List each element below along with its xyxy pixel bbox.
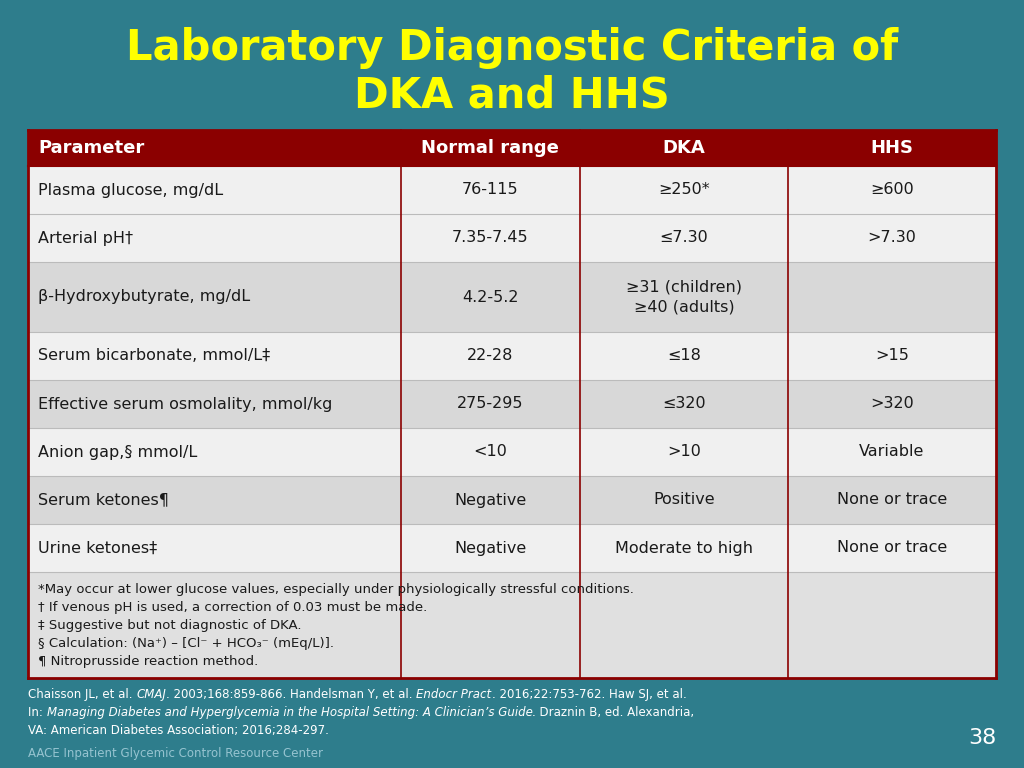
Text: 275-295: 275-295 bbox=[457, 396, 523, 412]
Text: None or trace: None or trace bbox=[837, 541, 947, 555]
Bar bbox=[28, 380, 996, 428]
Text: Positive: Positive bbox=[653, 492, 715, 508]
Text: Negative: Negative bbox=[454, 541, 526, 555]
Text: Laboratory Diagnostic Criteria of: Laboratory Diagnostic Criteria of bbox=[126, 27, 898, 69]
Text: Effective serum osmolality, mmol/kg: Effective serum osmolality, mmol/kg bbox=[38, 396, 333, 412]
Text: DKA and HHS: DKA and HHS bbox=[354, 75, 670, 117]
Bar bbox=[28, 166, 996, 214]
Text: ≥600: ≥600 bbox=[870, 183, 913, 197]
Bar bbox=[28, 332, 996, 380]
Text: ≥31 (children)
≥40 (adults): ≥31 (children) ≥40 (adults) bbox=[626, 280, 741, 314]
Bar bbox=[28, 130, 996, 166]
Text: None or trace: None or trace bbox=[837, 492, 947, 508]
Text: Anion gap,§ mmol/L: Anion gap,§ mmol/L bbox=[38, 445, 198, 459]
Text: >10: >10 bbox=[667, 445, 700, 459]
Text: ≤18: ≤18 bbox=[667, 349, 700, 363]
Text: ≤320: ≤320 bbox=[662, 396, 706, 412]
Text: >7.30: >7.30 bbox=[867, 230, 916, 246]
Text: Chaisson JL, et al.: Chaisson JL, et al. bbox=[28, 688, 136, 701]
Text: *May occur at lower glucose values, especially under physiologically stressful c: *May occur at lower glucose values, espe… bbox=[38, 582, 634, 595]
Text: 38: 38 bbox=[968, 728, 996, 748]
Text: 76-115: 76-115 bbox=[462, 183, 518, 197]
Text: In:: In: bbox=[28, 706, 47, 719]
Text: ‡ Suggestive but not diagnostic of DKA.: ‡ Suggestive but not diagnostic of DKA. bbox=[38, 618, 301, 631]
Text: CMAJ: CMAJ bbox=[136, 688, 166, 701]
Text: HHS: HHS bbox=[870, 139, 913, 157]
Bar bbox=[28, 572, 996, 678]
Text: >15: >15 bbox=[874, 349, 909, 363]
Text: Normal range: Normal range bbox=[421, 139, 559, 157]
Bar bbox=[28, 476, 996, 524]
Text: Moderate to high: Moderate to high bbox=[614, 541, 753, 555]
Text: ≤7.30: ≤7.30 bbox=[659, 230, 709, 246]
Text: 22-28: 22-28 bbox=[467, 349, 513, 363]
Text: <10: <10 bbox=[473, 445, 507, 459]
Text: . Draznin B, ed. Alexandria,: . Draznin B, ed. Alexandria, bbox=[532, 706, 694, 719]
Text: . 2016;22:753-762. Haw SJ, et al.: . 2016;22:753-762. Haw SJ, et al. bbox=[492, 688, 686, 701]
Bar bbox=[28, 262, 996, 332]
Text: Plasma glucose, mg/dL: Plasma glucose, mg/dL bbox=[38, 183, 223, 197]
Text: Endocr Pract: Endocr Pract bbox=[417, 688, 492, 701]
Text: AACE Inpatient Glycemic Control Resource Center: AACE Inpatient Glycemic Control Resource… bbox=[28, 747, 323, 760]
Text: β-Hydroxybutyrate, mg/dL: β-Hydroxybutyrate, mg/dL bbox=[38, 290, 250, 304]
Text: § Calculation: (Na⁺) – [Cl⁻ + HCO₃⁻ (mEq/L)].: § Calculation: (Na⁺) – [Cl⁻ + HCO₃⁻ (mEq… bbox=[38, 637, 334, 650]
Text: Arterial pH†: Arterial pH† bbox=[38, 230, 133, 246]
Text: ¶ Nitroprusside reaction method.: ¶ Nitroprusside reaction method. bbox=[38, 654, 258, 667]
Text: Managing Diabetes and Hyperglycemia in the Hospital Setting: A Clinician’s Guide: Managing Diabetes and Hyperglycemia in t… bbox=[47, 706, 532, 719]
Text: ≥250*: ≥250* bbox=[658, 183, 710, 197]
Text: Parameter: Parameter bbox=[38, 139, 144, 157]
Text: † If venous pH is used, a correction of 0.03 must be made.: † If venous pH is used, a correction of … bbox=[38, 601, 427, 614]
Text: Negative: Negative bbox=[454, 492, 526, 508]
Text: Urine ketones‡: Urine ketones‡ bbox=[38, 541, 158, 555]
Text: Serum bicarbonate, mmol/L‡: Serum bicarbonate, mmol/L‡ bbox=[38, 349, 270, 363]
Text: >320: >320 bbox=[870, 396, 913, 412]
Text: . 2003;168:859-866. Handelsman Y, et al.: . 2003;168:859-866. Handelsman Y, et al. bbox=[166, 688, 417, 701]
Bar bbox=[28, 428, 996, 476]
Text: DKA: DKA bbox=[663, 139, 706, 157]
Text: 4.2-5.2: 4.2-5.2 bbox=[462, 290, 518, 304]
Text: Variable: Variable bbox=[859, 445, 925, 459]
Bar bbox=[28, 524, 996, 572]
Text: VA: American Diabetes Association; 2016;284-297.: VA: American Diabetes Association; 2016;… bbox=[28, 724, 329, 737]
Bar bbox=[28, 214, 996, 262]
Text: Serum ketones¶: Serum ketones¶ bbox=[38, 492, 169, 508]
Text: 7.35-7.45: 7.35-7.45 bbox=[452, 230, 528, 246]
